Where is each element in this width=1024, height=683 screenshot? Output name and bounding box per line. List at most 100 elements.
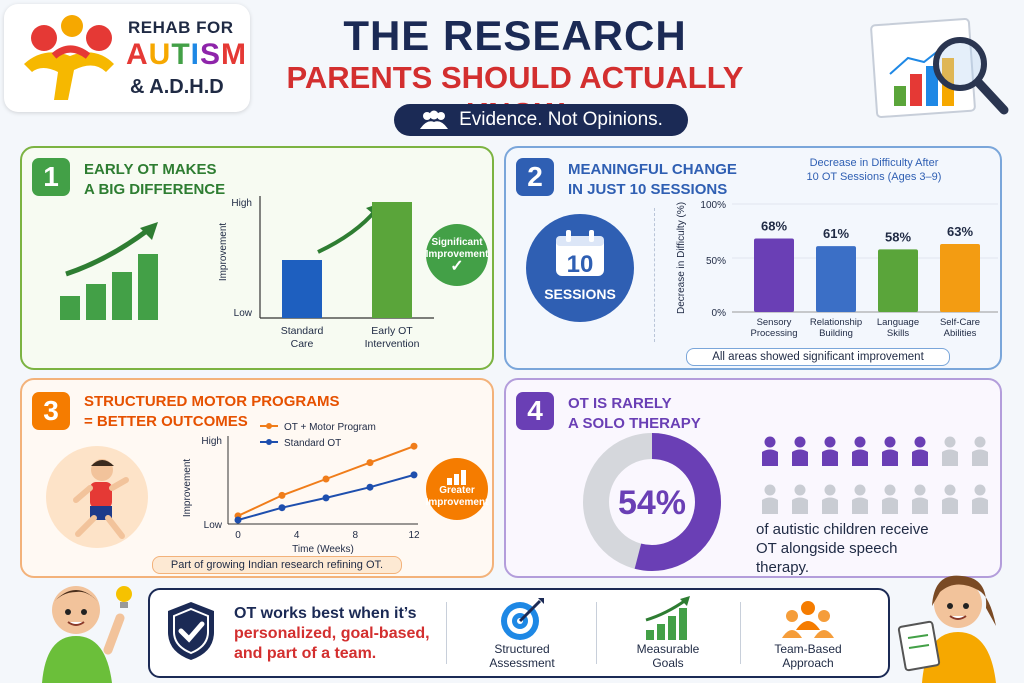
x-tick-label: 12 [408,530,420,541]
child-icon [882,484,898,514]
growth-chart-icon [60,222,158,320]
child-icon [852,436,868,466]
child-icon [972,436,988,466]
tagline-pill: Evidence. Not Opinions. [394,104,688,136]
child-icon [792,484,808,514]
x-tick-label: Skills [887,328,909,339]
data-label: 58% [885,229,911,244]
child-icon-head [914,436,926,448]
section-note: All areas showed significant improvement [686,348,950,366]
x-tick-label: Language [877,317,919,328]
child-icon [762,436,778,466]
data-point [410,471,418,479]
section-solo-therapy: 4 OT IS RARELY A SOLO THERAPY 54% of auti… [504,378,1002,578]
logo-line1: REHAB FOR [128,18,234,37]
data-point [410,442,418,450]
legend-label: OT + Motor Program [284,422,376,433]
x-tick-label: 8 [353,530,359,541]
child-icon-head [884,436,896,448]
section-number: 4 [516,392,554,430]
y-tick-low: Low [234,308,253,319]
child-icon-body [852,497,868,514]
child-icon-head [854,436,866,448]
section-number: 2 [516,158,554,196]
child-icon-head [914,484,926,496]
child-icon [822,436,838,466]
section-number: 3 [32,392,70,430]
data-label: 61% [823,226,849,241]
calendar-number: 10 [567,251,594,278]
child-icon-body [822,449,838,466]
motor-program-chart: Improvement High Low Time (Weeks) 0 4 8 12 O… [182,422,420,555]
donut-slice-ot [583,433,721,571]
section-early-ot: 1 EARLY OT MAKES A BIG DIFFERENCE Improve… [20,146,494,370]
data-label: 63% [947,224,973,239]
x-tick-label: Processing [751,328,798,339]
y-tick-high: High [201,436,222,447]
donut-percent: 54% [618,484,686,522]
child-icon-body [792,449,808,466]
bar [940,243,980,312]
legend-marker [266,423,272,429]
child-icon [882,436,898,466]
section-title: STRUCTURED MOTOR PROGRAMS = BETTER OUTCOM… [84,393,340,430]
bar [878,249,918,312]
x-tick-label: 0 [235,530,241,541]
growth-chart-icon [645,596,690,640]
child-icon [852,484,868,514]
y-tick-0: 0% [712,308,727,319]
child-icon-head [824,484,836,496]
bar-chart-icon [447,470,466,485]
child-icon-body [942,449,958,466]
checkmark-icon: ✓ [450,258,464,275]
section-note: Part of growing Indian research refining… [152,556,402,574]
section-title: MEANINGFUL CHANGE IN JUST 10 SESSIONS [568,161,737,198]
child-icon-head [794,484,806,496]
x-tick-label: Care [291,338,314,350]
magnifier-chart-icon [870,17,1009,119]
page-title: THE RESEARCH [343,12,687,59]
donut-chart: 54% [583,433,721,571]
child-icon-head [764,484,776,496]
x-tick-label: Building [819,328,853,339]
x-tick-label: Standard [281,325,324,337]
data-point [234,516,242,524]
data-point [278,504,286,512]
sessions-label: SESSIONS [544,286,616,302]
people-icon [420,110,449,129]
tagline-text: Evidence. Not Opinions. [459,109,663,130]
section-title: OT IS RARELY A SOLO THERAPY [568,395,701,432]
child-icon-head [974,484,986,496]
child-icon-body [882,449,898,466]
target-icon [501,598,544,640]
logo-mark-icon [24,15,114,100]
child-icon [762,484,778,514]
bottom-banner: OT works best when it’s personalized, go… [148,588,890,678]
legend-marker [266,439,272,445]
data-point [366,459,374,467]
x-tick-label: Intervention [365,338,420,350]
section-10-sessions: 2 MEANINGFUL CHANGE IN JUST 10 SESSIONS 1… [504,146,1002,370]
feature-team-based-approach: Team-Based Approach [752,596,864,670]
data-label: 68% [761,219,787,234]
section-number: 1 [32,158,70,196]
bar [372,202,412,318]
data-point [278,491,286,499]
child-icon-body [852,449,868,466]
child-icon [912,436,928,466]
solo-therapy-text: of autistic children receive OT alongside… [756,521,929,576]
child-icon-body [762,449,778,466]
child-icon-head [944,436,956,448]
child-icon-body [762,497,778,514]
bottom-message: OT works best when it’s personalized, go… [234,605,430,662]
child-icon-body [972,449,988,466]
y-axis-label: Improvement [218,223,229,282]
y-axis-label: Decrease in Difficulty (%) [676,202,687,314]
feature-measurable-goals: Measurable Goals [612,596,724,670]
calendar-icon: 10 [556,230,604,278]
child-icon-head [824,436,836,448]
child-icon-head [884,484,896,496]
x-tick-label: Abilities [944,328,977,339]
data-point [322,475,330,483]
x-tick-label: Relationship [810,317,862,328]
